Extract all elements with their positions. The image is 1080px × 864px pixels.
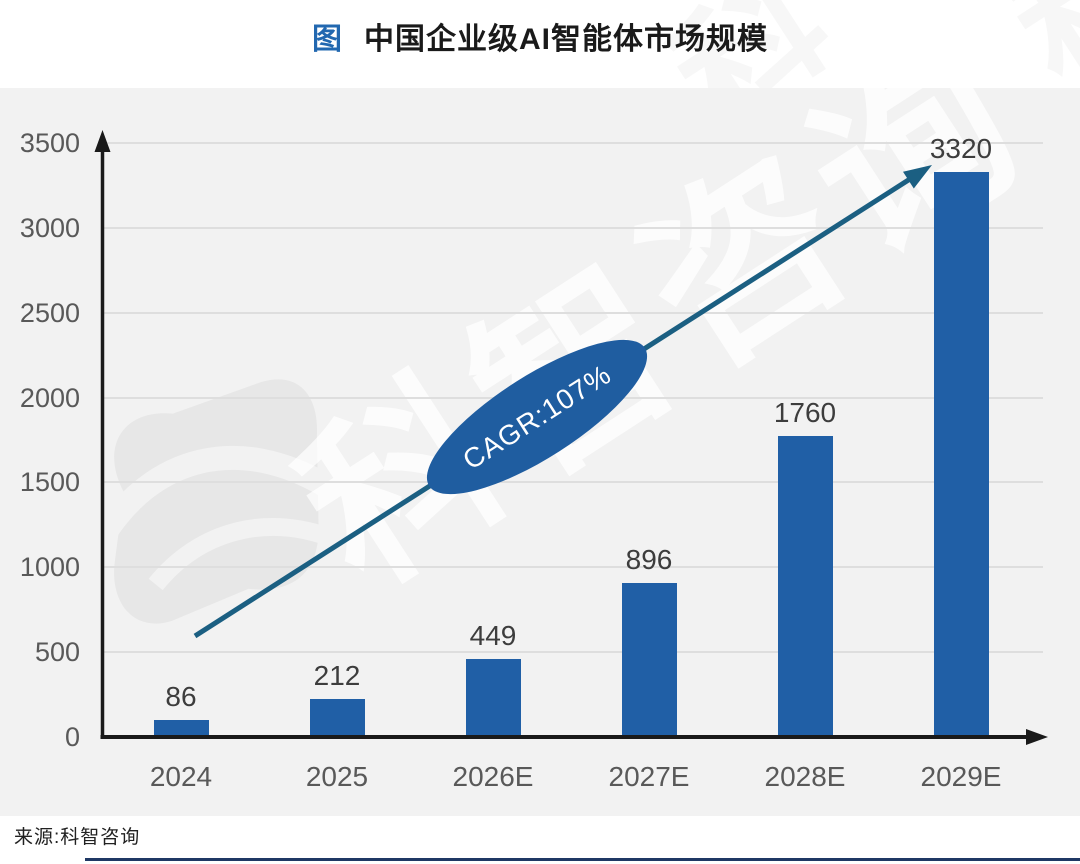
y-tick-label: 500 [34,637,80,668]
x-tick-label: 2025 [305,761,369,792]
watermark-logo-icon [90,379,341,624]
cagr-ellipse [426,339,648,495]
y-tick-label: 0 [64,722,80,752]
y-tick-label: 3000 [19,212,80,243]
bar [153,720,209,735]
grid-line [103,481,1043,484]
bar-value-label: 1760 [773,397,837,429]
bar [465,658,521,735]
bar [309,699,365,735]
grid-line [103,226,1043,229]
figure-label: 图 [312,23,342,56]
bar [621,582,677,735]
cagr-label: CAGR:107% [457,358,616,475]
bar [777,436,833,735]
x-tick-label: 2026E [452,761,534,792]
chart-title: 图 中国企业级AI智能体市场规模 [0,10,1080,62]
x-axis-arrow-icon [1026,729,1048,745]
grid-line [103,396,1043,399]
x-tick-label: 2024 [149,761,213,792]
y-tick-label: 2000 [19,382,80,413]
y-tick-label: 1500 [19,467,80,498]
x-tick-label: 2027E [608,761,690,792]
trend-arrowhead-icon [903,165,932,189]
grid-line [103,651,1043,654]
footer-divider [85,858,1080,861]
bar [933,171,989,735]
bar-value-label: 3320 [929,132,993,164]
bar-value-label: 449 [469,619,517,651]
y-axis-arrow-icon [94,130,111,152]
y-tick-label: 1000 [19,552,80,583]
grid-line [103,566,1043,569]
y-tick-label: 2500 [19,297,80,328]
x-tick-label: 2028E [764,761,846,792]
bar-value-label: 212 [313,660,361,692]
bar-value-label: 896 [625,543,673,575]
y-tick-label: 3500 [19,128,80,159]
x-tick-label: 2029E [920,761,1002,792]
bar-value-label: 86 [165,681,197,713]
grid-line [103,311,1043,314]
source-note: 来源:科智咨询 [14,827,141,848]
page-title: 中国企业级AI智能体市场规模 [364,23,768,56]
chart-panel: 科智咨询 0 500 1000 1500 2000 2500 3000 3500 86 2024 2… [0,88,1080,816]
grid-line [103,142,1043,145]
